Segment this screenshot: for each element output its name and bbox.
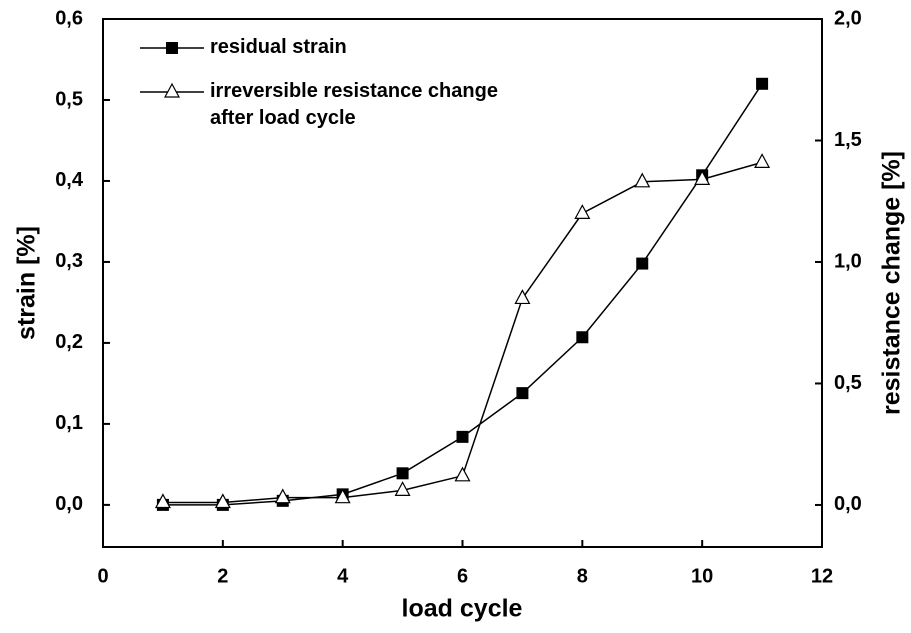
x-tick-label: 12	[811, 565, 833, 587]
marker	[214, 493, 231, 509]
marker	[694, 170, 711, 185]
y2-tick-label: 2,0	[834, 7, 862, 29]
marker	[396, 467, 409, 480]
marker	[636, 257, 649, 270]
marker	[514, 289, 531, 305]
legend-label: residual strain	[210, 36, 347, 58]
series-line	[162, 161, 763, 504]
x-tick-label: 10	[691, 565, 713, 587]
x-tick-label: 0	[97, 565, 108, 587]
marker	[574, 204, 591, 219]
legend-label: irreversible resistance change after loa…	[210, 80, 498, 129]
y-tick-label: 0,4	[55, 169, 84, 191]
y-tick-label: 0,0	[55, 493, 83, 515]
legend-marker	[163, 82, 181, 98]
y2-tick-label: 1,5	[834, 129, 862, 151]
x-axis-title: load cycle	[402, 595, 523, 623]
y-tick-label: 0,3	[55, 250, 83, 272]
marker	[634, 172, 651, 188]
marker	[334, 488, 351, 504]
y-axis-title: strain [%]	[13, 226, 41, 340]
y-tick-label: 0,5	[55, 88, 83, 110]
marker	[454, 466, 471, 482]
marker	[154, 493, 171, 509]
legend-marker	[166, 42, 178, 54]
marker	[516, 387, 529, 400]
marker	[756, 77, 769, 90]
y2-tick-label: 1,0	[834, 250, 862, 272]
y2-tick-label: 0,5	[834, 372, 862, 394]
y-tick-label: 0,1	[55, 412, 83, 434]
x-tick-label: 2	[217, 565, 228, 587]
marker	[754, 153, 771, 168]
x-tick-label: 4	[337, 565, 349, 587]
y-tick-label: 0,2	[55, 331, 83, 353]
marker	[394, 481, 411, 496]
y2-tick-label: 0,0	[834, 493, 862, 515]
x-tick-label: 8	[577, 565, 588, 587]
marker	[274, 488, 291, 504]
y-tick-label: 0,6	[55, 7, 83, 29]
marker	[456, 430, 469, 443]
y2-axis-title: resistance change [%]	[878, 151, 906, 415]
x-tick-label: 6	[457, 565, 468, 587]
marker	[576, 331, 589, 344]
